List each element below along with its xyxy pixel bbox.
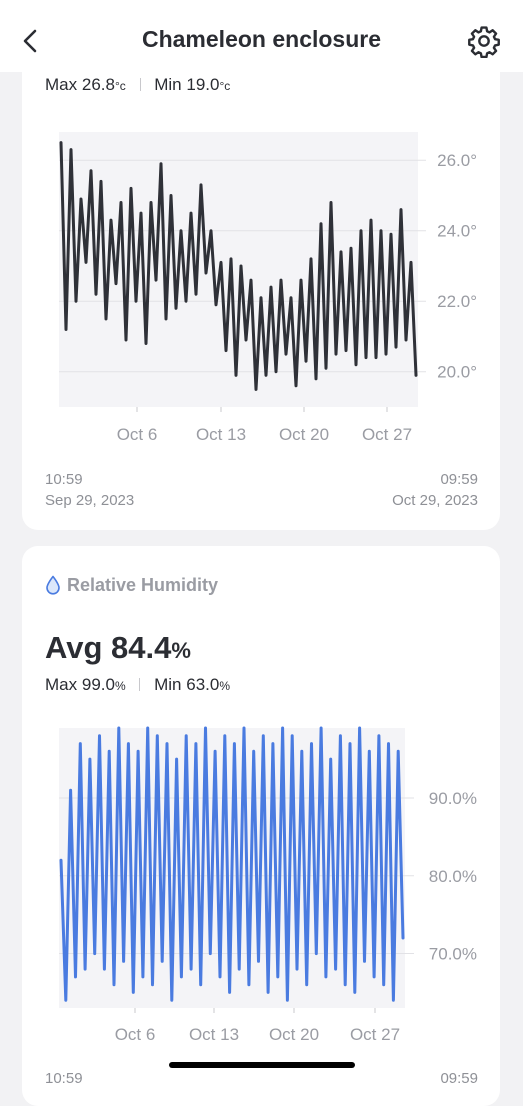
x-tick-label: Oct 13 (189, 1025, 239, 1044)
divider (139, 78, 141, 91)
series-line (59, 726, 405, 1002)
plot-area (59, 132, 418, 407)
humidity-chart: 70.0% 80.0% 90.0% Oct 6 Oct 13 Oct 20 Oct 27 (59, 726, 477, 1044)
back-button[interactable] (18, 24, 48, 58)
humidity-average: Avg 84.4% (45, 630, 191, 666)
humidity-avg-unit: % (171, 638, 191, 663)
home-indicator (169, 1062, 355, 1068)
temp-min-value: 19.0 (186, 75, 220, 94)
temp-range-end-date: Oct 29, 2023 (392, 492, 478, 509)
hum-max-unit: % (114, 679, 126, 693)
hum-max-value: 99.0 (81, 675, 115, 694)
y-tick-label: 80.0% (429, 867, 477, 886)
gear-icon (468, 26, 500, 59)
temp-range-start: 10:59 Sep 29, 2023 (45, 469, 134, 511)
water-drop-icon (46, 575, 60, 595)
divider (139, 678, 141, 691)
humidity-avg-value: 84.4 (111, 630, 172, 665)
humidity-card: Relative Humidity Avg 84.4% Max 99.0% Mi… (22, 546, 500, 1106)
temperature-card: Max 26.8°c Min 19.0°c 20.0° 22.0° 24.0° 26.… (22, 40, 500, 530)
temp-max-label: Max (45, 75, 78, 94)
x-tick-label: Oct 27 (362, 425, 412, 444)
top-nav-bar: Chameleon enclosure (0, 0, 523, 72)
temp-max-unit: °c (114, 79, 126, 93)
chevron-left-icon (23, 29, 37, 53)
hum-range-end: 09:59 (440, 1068, 478, 1089)
temperature-max-min: Max 26.8°c Min 19.0°c (45, 75, 230, 95)
temp-min-unit: °c (219, 79, 231, 93)
temperature-chart: 20.0° 22.0° 24.0° 26.0° Oct 6 Oct 13 Oct 20 Oct… (59, 132, 477, 444)
y-tick-label: 70.0% (429, 945, 477, 964)
x-tick-label: Oct 27 (350, 1025, 400, 1044)
temp-range-start-time: 10:59 (45, 471, 83, 488)
hum-min-value: 63.0 (186, 675, 220, 694)
x-tick-label: Oct 20 (279, 425, 329, 444)
hum-min-unit: % (219, 679, 230, 693)
y-tick-label: 24.0° (437, 222, 477, 241)
y-tick-label: 20.0° (437, 363, 477, 382)
humidity-avg-label: Avg (45, 630, 103, 665)
temp-max-value: 26.8 (81, 75, 115, 94)
temp-range-end-time: 09:59 (440, 471, 478, 488)
hum-range-start: 10:59 (45, 1068, 83, 1089)
x-tick-label: Oct 6 (115, 1025, 156, 1044)
hum-range-end-time: 09:59 (440, 1070, 478, 1087)
temp-range-end: 09:59 Oct 29, 2023 (392, 469, 478, 511)
y-tick-label: 26.0° (437, 151, 477, 170)
y-tick-label: 22.0° (437, 292, 477, 311)
x-tick-label: Oct 20 (269, 1025, 319, 1044)
hum-range-start-time: 10:59 (45, 1070, 83, 1087)
humidity-section-label: Relative Humidity (67, 574, 219, 595)
series-line (59, 141, 418, 391)
temp-range-start-date: Sep 29, 2023 (45, 492, 135, 509)
hum-min-label: Min (154, 675, 182, 694)
page-title: Chameleon enclosure (141, 26, 382, 52)
hum-max-label: Max (45, 675, 78, 694)
humidity-max-min: Max 99.0% Min 63.0% (45, 675, 230, 695)
temp-min-label: Min (154, 75, 182, 94)
settings-button[interactable] (467, 24, 501, 59)
y-tick-label: 90.0% (429, 789, 477, 808)
humidity-section-header: Relative Humidity (45, 574, 218, 596)
x-tick-label: Oct 6 (117, 425, 158, 444)
x-tick-label: Oct 13 (196, 425, 246, 444)
